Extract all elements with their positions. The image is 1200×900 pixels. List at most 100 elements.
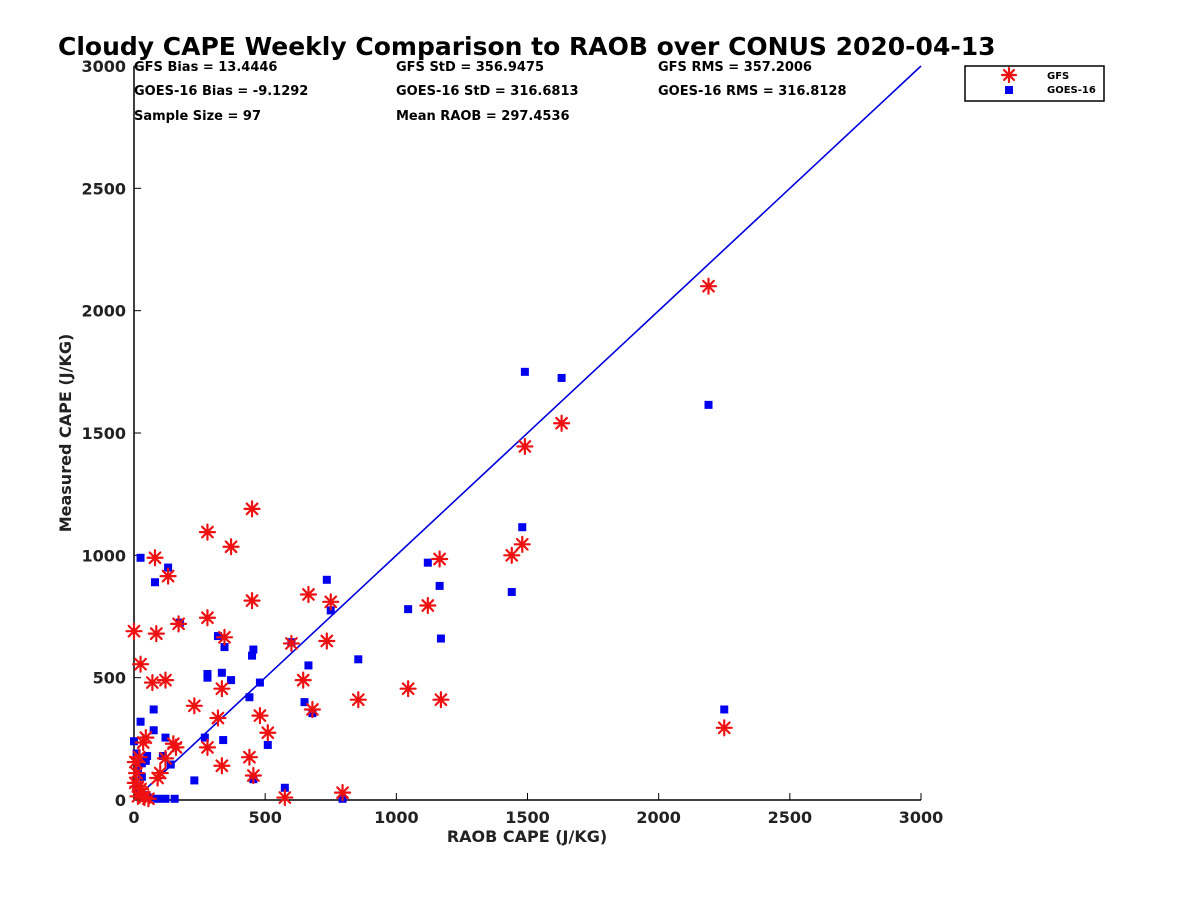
y-ticks: 0 500 1000 1500 2000 2500 3000 bbox=[81, 57, 141, 810]
legend-gfs-asterisk bbox=[1000, 66, 1018, 84]
gfs-point bbox=[503, 546, 521, 564]
y-tick-label: 3000 bbox=[81, 57, 126, 76]
goes16-point bbox=[161, 794, 170, 803]
legend-goes16-marker bbox=[1005, 86, 1013, 94]
gfs-point bbox=[125, 622, 143, 640]
goes16-point bbox=[322, 575, 331, 584]
x-tick-label: 0 bbox=[128, 808, 139, 827]
statistics-block: GFS Bias = 13.4446 GFS StD = 356.9475 GFS … bbox=[134, 60, 847, 124]
gfs-point bbox=[282, 634, 300, 653]
gfs-point bbox=[243, 500, 261, 518]
goes16-point bbox=[423, 558, 432, 567]
goes16-point bbox=[404, 605, 413, 614]
goes16-point bbox=[300, 698, 309, 707]
gfs-point bbox=[715, 719, 733, 737]
goes16-point bbox=[136, 717, 145, 726]
gfs-point bbox=[213, 680, 231, 698]
chart-title: Cloudy CAPE Weekly Comparison to RAOB ov… bbox=[58, 32, 996, 61]
gfs-point bbox=[516, 437, 534, 456]
goes16-point bbox=[161, 733, 170, 742]
gfs-point bbox=[222, 538, 240, 556]
goes16-point bbox=[219, 736, 228, 745]
x-tick-label: 2000 bbox=[636, 808, 681, 827]
goes16-point bbox=[249, 645, 258, 654]
goes16-point bbox=[507, 588, 516, 597]
gfs-point bbox=[131, 655, 150, 673]
gfs-point bbox=[432, 691, 450, 709]
one-to-one-line bbox=[133, 65, 922, 801]
goes16-point bbox=[143, 751, 152, 760]
y-tick-label: 2000 bbox=[81, 302, 126, 321]
plot-area: 0 500 1000 1500 2000 2500 3000 0 500 1000 1500 200… bbox=[81, 57, 943, 827]
stat-text: GOES-16 RMS = 316.8128 bbox=[658, 84, 847, 99]
goes16-point bbox=[137, 772, 146, 781]
y-axis-label: Measured CAPE (J/KG) bbox=[56, 334, 75, 533]
y-tick-label: 0 bbox=[115, 791, 126, 810]
goes16-point bbox=[263, 740, 272, 749]
goes16-point bbox=[153, 794, 162, 803]
goes16-point bbox=[203, 673, 212, 682]
goes16-point bbox=[304, 661, 313, 670]
gfs-point bbox=[126, 753, 144, 771]
y-tick-label: 1000 bbox=[81, 546, 126, 565]
goes16-point bbox=[557, 373, 566, 382]
x-tick-label: 3000 bbox=[899, 808, 944, 827]
legend-box bbox=[964, 65, 1105, 102]
gfs-point bbox=[146, 549, 164, 567]
goes16-point bbox=[170, 794, 179, 803]
gfs-point bbox=[147, 625, 165, 643]
goes16-point bbox=[213, 632, 222, 641]
gfs-point bbox=[322, 593, 340, 611]
stat-text: Mean RAOB = 297.4536 bbox=[396, 109, 570, 124]
x-ticks: 0 500 1000 1500 2000 2500 3000 bbox=[128, 793, 943, 827]
goes16-point bbox=[190, 776, 199, 785]
goes16-point bbox=[435, 581, 444, 590]
gfs-point bbox=[318, 632, 336, 650]
gfs-point bbox=[303, 700, 321, 719]
goes16-point bbox=[520, 367, 529, 376]
gfs-point bbox=[198, 523, 217, 541]
x-tick-label: 500 bbox=[248, 808, 281, 827]
gfs-point bbox=[333, 784, 352, 802]
goes16-point bbox=[141, 756, 150, 765]
goes16-point bbox=[136, 553, 145, 562]
gfs-point bbox=[167, 738, 185, 756]
gfs-point bbox=[240, 748, 259, 766]
y-tick-label: 500 bbox=[93, 669, 126, 688]
y-tick-label: 1500 bbox=[81, 424, 126, 443]
gfs-point bbox=[151, 764, 169, 782]
goes16-point bbox=[280, 783, 289, 792]
goes16-point bbox=[150, 578, 159, 587]
goes16-point bbox=[217, 668, 226, 677]
gfs-point bbox=[169, 615, 188, 633]
x-tick-label: 2500 bbox=[768, 808, 813, 827]
goes16-point bbox=[130, 737, 138, 746]
goes16-point bbox=[200, 733, 209, 742]
goes16-point bbox=[245, 693, 254, 702]
x-tick-label: 1500 bbox=[505, 808, 550, 827]
gfs-point bbox=[185, 697, 203, 715]
gfs-point bbox=[139, 790, 158, 808]
gfs-point bbox=[399, 680, 417, 698]
goes16-point bbox=[248, 651, 257, 660]
y-tick-label: 2500 bbox=[81, 179, 126, 198]
gfs-point bbox=[213, 757, 231, 775]
gfs-point bbox=[276, 788, 294, 807]
goes16-series bbox=[130, 367, 729, 803]
goes16-point bbox=[436, 634, 445, 643]
x-tick-label: 1000 bbox=[374, 808, 419, 827]
gfs-point bbox=[244, 766, 262, 785]
stat-text: Sample Size = 97 bbox=[134, 109, 261, 124]
gfs-point bbox=[243, 591, 261, 610]
gfs-point bbox=[699, 277, 718, 295]
gfs-point bbox=[209, 709, 227, 727]
gfs-point bbox=[419, 596, 437, 615]
gfs-point bbox=[294, 671, 312, 689]
gfs-point bbox=[299, 585, 318, 604]
stat-text: GFS Bias = 13.4446 bbox=[134, 60, 277, 75]
legend: GFS GOES-16 bbox=[964, 65, 1105, 102]
goes16-point bbox=[720, 705, 729, 714]
goes16-point bbox=[255, 678, 264, 687]
gfs-point bbox=[156, 749, 175, 768]
